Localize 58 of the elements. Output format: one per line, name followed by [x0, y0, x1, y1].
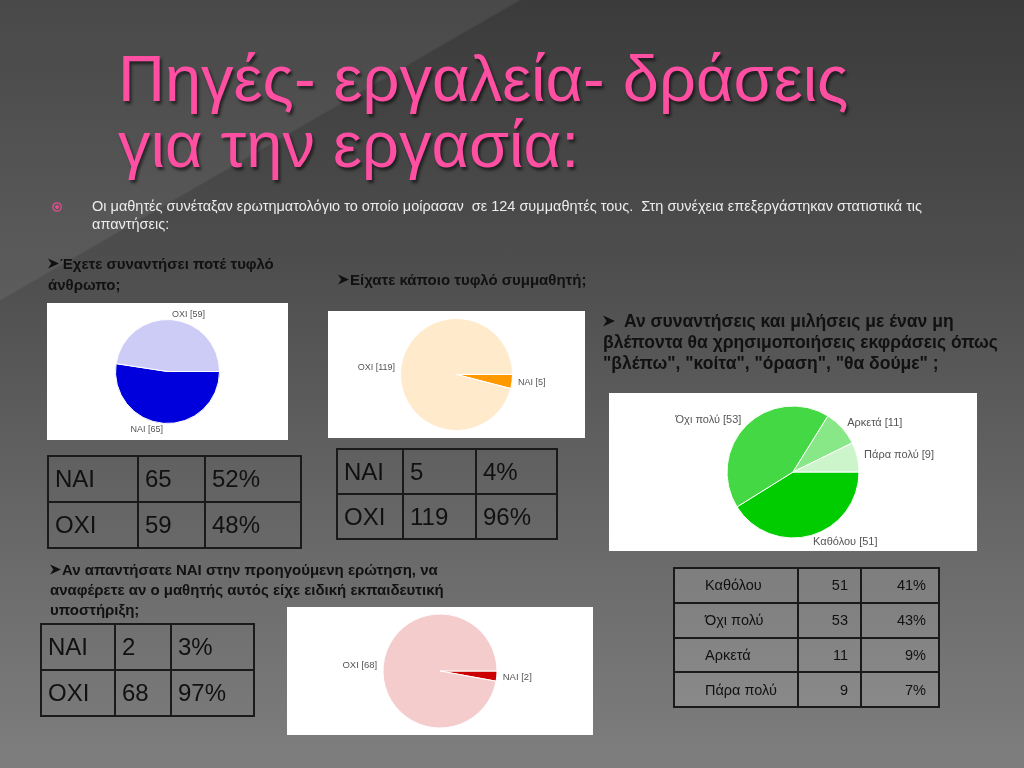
text: Οι μαθητές συνέταξαν ερωτηματολόγιο το οποίο μοίρασαν σε 124 συμμαθητές τους. Στη συνέχεια επεξεργάστηκαν στατιστικά τις απαντήσεις: — [92, 197, 924, 233]
text: 2 — [115, 624, 171, 670]
slice-label: Καθόλου — [674, 568, 798, 603]
slice-label: ΟΧΙ — [357, 361, 374, 372]
text: 41% — [861, 568, 939, 603]
slice-label: Καθόλου — [813, 535, 857, 548]
category-label: ΟΧΙ — [48, 679, 90, 706]
pie-slice — [400, 318, 513, 431]
text: 59 — [138, 502, 205, 548]
data-label: [2] — [521, 670, 532, 682]
text: 9 — [798, 672, 861, 707]
slice-label: ΝΑΙ — [130, 424, 146, 435]
slice-label: Αρκετά — [847, 416, 883, 429]
category-label: Όχι πολύ — [705, 612, 764, 629]
slice-label: Όχι πολύ — [674, 413, 720, 426]
category-label: ΟΧΙ — [55, 511, 97, 538]
category-label: Πάρα πολύ — [705, 681, 777, 698]
data-label: [53] — [723, 413, 742, 426]
text: 68 — [115, 670, 171, 716]
data-label: [59] — [189, 308, 205, 319]
slice-label: Πάρα πολύ — [864, 448, 919, 461]
category-label: Αρκετά — [705, 646, 751, 663]
text: 3% — [171, 624, 254, 670]
data-label: [68] — [361, 659, 378, 671]
text: 48% — [205, 502, 301, 548]
category-label: ΝΑΙ — [48, 633, 89, 660]
text: Πηγές- εργαλεία- δράσεις για την εργασία: — [118, 42, 850, 181]
text: 11 — [798, 637, 861, 673]
chart-title: Έχετε συναντήσει ποτέ τυφλό άνθρωπο; — [48, 255, 274, 293]
text: 7% — [861, 672, 939, 707]
text: 53 — [798, 602, 861, 638]
slice-label: ΝΑΙ — [518, 377, 534, 388]
pie-slice — [382, 613, 498, 729]
text: 43% — [861, 602, 939, 638]
data-label: [65] — [148, 424, 164, 435]
slice-label: ΟΧΙ — [171, 308, 188, 319]
slice-label: ΝΑΙ — [502, 670, 519, 682]
chart-title: Αν απαντήσατε ΝΑΙ στην προηγούμενη ερώτηση, να αναφέρετε αν ο μαθητής αυτός είχε ειδική εκπαιδευτική υποστήριξη; — [50, 561, 444, 618]
text: 65 — [138, 456, 205, 502]
slice-label: ΟΧΙ — [342, 659, 359, 671]
text: 96% — [476, 494, 557, 539]
chart-title: Είχατε κάποιο τυφλό συμμαθητή; — [350, 271, 587, 288]
text: 119 — [403, 494, 476, 539]
text: 4% — [476, 449, 557, 494]
text: 97% — [171, 670, 254, 716]
data-label: [9] — [921, 448, 934, 461]
category-label: ΟΧΙ — [344, 502, 386, 530]
data-label: [11] — [884, 416, 903, 429]
slice-label: ΝΑΙ — [48, 456, 138, 502]
text: 5 — [403, 449, 476, 494]
data-label: [51] — [859, 535, 878, 548]
data-label: [5] — [535, 377, 546, 388]
text: 52% — [205, 456, 301, 502]
category-label: ΝΑΙ — [344, 457, 385, 485]
data-label: [119] — [375, 361, 396, 372]
chart-title: Αν συναντήσεις και μιλήσεις με έναν μη βλέποντα θα χρησιμοποιήσεις εκφράσεις όπως "βλέπω", "κοίτα", "όραση", "θα δούμε" ; — [603, 311, 998, 373]
text: 9% — [861, 637, 939, 673]
text: 51 — [798, 568, 861, 603]
